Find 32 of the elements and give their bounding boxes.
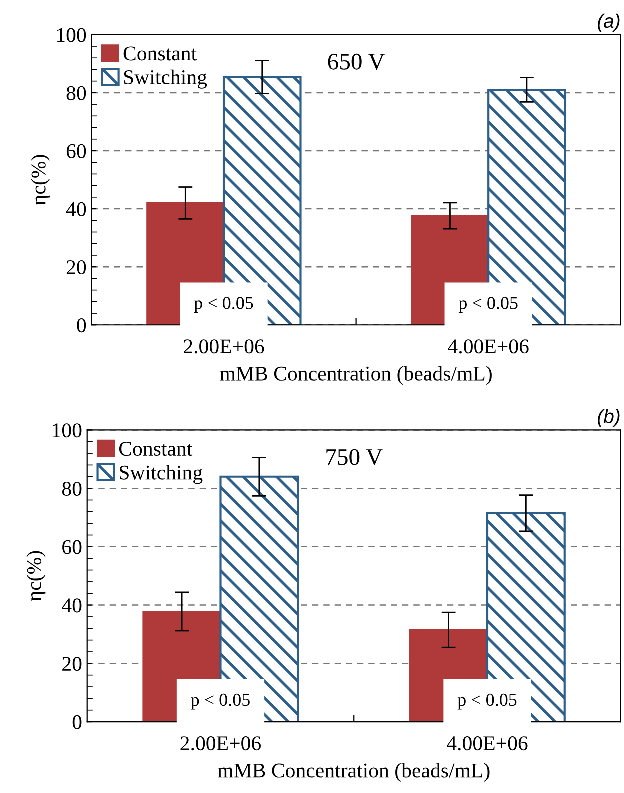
annotation: 650 V xyxy=(328,54,386,70)
legend-label: Switching xyxy=(124,70,208,89)
y-tick-label: 80 xyxy=(62,482,82,496)
x-tick-label: 4.00E+06 xyxy=(448,340,529,354)
x-axis-title: mMB Concentration (beads/mL) xyxy=(220,366,492,386)
y-axis-title: ηc(%) xyxy=(31,155,50,206)
y-tick-label: 60 xyxy=(62,540,82,554)
x-tick-label: 2.00E+06 xyxy=(180,736,262,751)
legend-label: Switching xyxy=(120,465,203,484)
text: (b) xyxy=(598,409,620,428)
y-tick-label: 100 xyxy=(57,28,86,42)
x-tick-label: 4.00E+06 xyxy=(447,736,528,751)
y-tick-label: 20 xyxy=(62,657,82,672)
annotation: 750 V xyxy=(326,449,383,466)
legend-label: Constant xyxy=(119,442,193,456)
y-tick-label: 40 xyxy=(62,598,82,613)
x-tick-label: 2.00E+06 xyxy=(184,340,264,354)
y-tick-label: 0 xyxy=(77,318,86,333)
y-tick-label: 100 xyxy=(53,424,82,438)
y-tick-label: 20 xyxy=(66,260,86,275)
y-tick-label: 0 xyxy=(72,715,82,730)
x-axis-title: mMB Concentration (beads/mL) xyxy=(218,763,490,782)
annotation: p < 0.05 xyxy=(458,694,517,710)
y-tick-label: 40 xyxy=(66,202,86,216)
y-tick-label: 60 xyxy=(66,144,86,158)
annotation: p < 0.05 xyxy=(194,297,254,313)
text: (a) xyxy=(598,14,620,32)
annotation: p < 0.05 xyxy=(458,297,518,313)
y-axis-title: ηc(%) xyxy=(26,551,46,602)
y-tick-label: 80 xyxy=(66,86,86,100)
annotation: p < 0.05 xyxy=(191,694,250,710)
legend-label: Constant xyxy=(124,46,197,61)
